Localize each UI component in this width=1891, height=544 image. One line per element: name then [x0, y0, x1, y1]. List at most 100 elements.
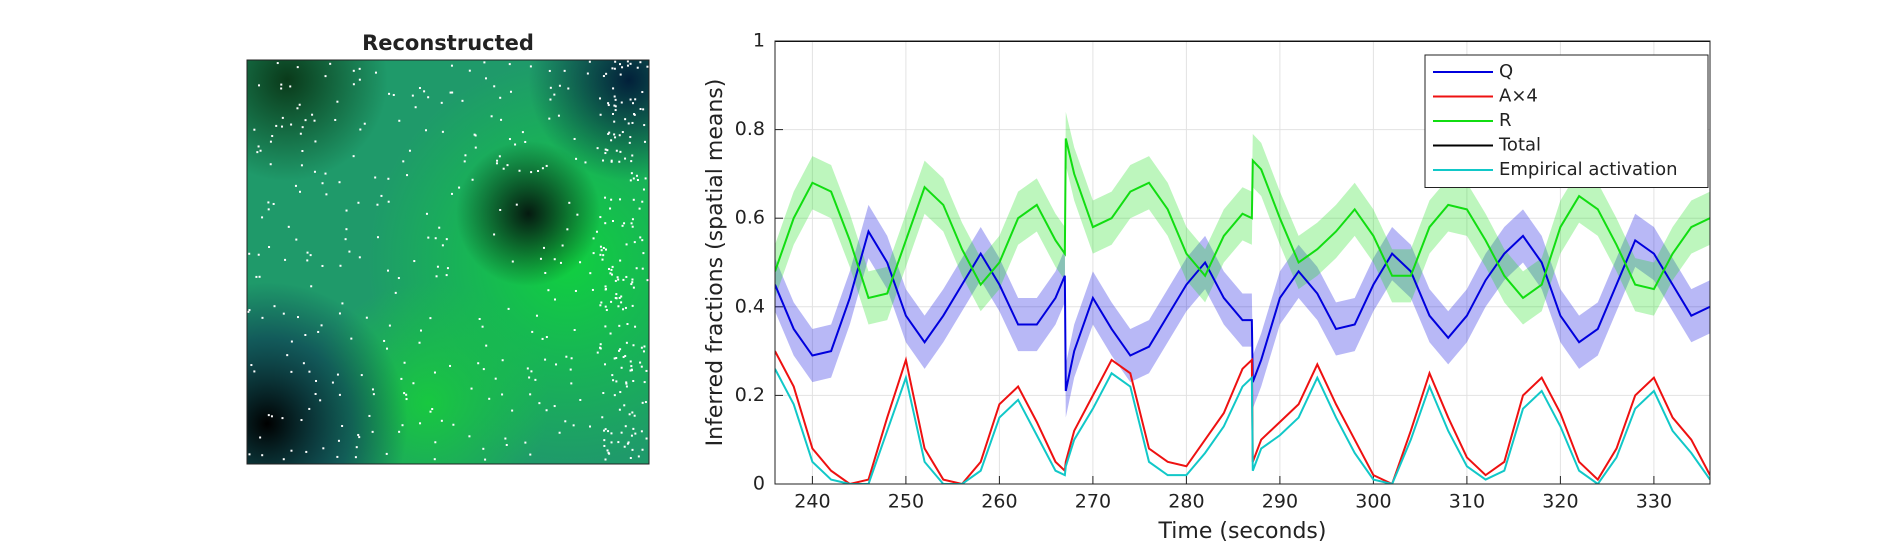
- x-tick-label: 290: [1262, 491, 1298, 513]
- dot: [325, 193, 328, 196]
- dot: [601, 416, 604, 419]
- dot: [411, 94, 414, 97]
- dot: [490, 115, 493, 118]
- dot: [336, 455, 339, 458]
- dot: [499, 208, 502, 211]
- dot: [618, 296, 621, 299]
- dot: [621, 131, 624, 134]
- dot: [354, 456, 357, 459]
- dot: [529, 65, 532, 68]
- dot: [619, 63, 622, 66]
- series-line: [775, 350, 1710, 484]
- dot: [531, 330, 534, 333]
- dot: [644, 177, 647, 180]
- dot: [608, 131, 611, 134]
- dot: [595, 230, 598, 233]
- dot: [646, 65, 649, 68]
- dot: [434, 237, 437, 240]
- dot: [464, 154, 467, 157]
- dot: [269, 163, 272, 166]
- dot: [470, 387, 473, 390]
- dot: [495, 162, 498, 165]
- dot: [511, 409, 514, 412]
- dot: [296, 66, 299, 69]
- dot: [602, 75, 605, 78]
- dot: [313, 119, 316, 122]
- dot: [281, 116, 284, 119]
- dot: [301, 126, 304, 129]
- x-tick-label: 280: [1168, 491, 1204, 513]
- dot: [451, 91, 454, 94]
- dot: [607, 104, 610, 107]
- dot: [623, 222, 626, 225]
- dot: [601, 258, 604, 261]
- x-tick-label: 320: [1542, 491, 1578, 513]
- dot: [599, 343, 602, 346]
- dot: [468, 69, 471, 72]
- dot: [604, 222, 607, 225]
- dot: [280, 87, 283, 90]
- dot: [324, 75, 327, 78]
- dot: [619, 150, 622, 153]
- dot: [555, 363, 558, 366]
- dot: [645, 437, 648, 440]
- dot: [463, 160, 466, 163]
- dot: [642, 188, 645, 191]
- dot: [604, 428, 607, 431]
- dot: [544, 358, 547, 361]
- dot: [574, 289, 577, 292]
- dot: [425, 212, 428, 215]
- dot: [558, 84, 561, 87]
- dot: [400, 377, 403, 380]
- dot: [611, 112, 614, 115]
- dot: [530, 370, 533, 373]
- dot: [355, 446, 358, 449]
- dot: [386, 347, 389, 350]
- dot: [596, 351, 599, 354]
- dot: [322, 447, 325, 450]
- dot: [311, 113, 314, 116]
- dot: [481, 325, 484, 328]
- dot: [304, 119, 307, 122]
- dot: [614, 279, 617, 282]
- dot: [621, 224, 624, 227]
- dot: [529, 393, 532, 396]
- dot: [642, 252, 645, 255]
- dot: [573, 328, 576, 331]
- dot: [521, 131, 524, 134]
- dot: [301, 149, 304, 152]
- x-tick-label: 330: [1636, 491, 1672, 513]
- y-tick-label: 0.6: [735, 207, 765, 229]
- dot: [573, 137, 576, 140]
- dot: [397, 277, 400, 280]
- dot: [618, 324, 621, 327]
- dot: [612, 220, 615, 223]
- dot: [626, 64, 629, 67]
- confidence-band: [775, 204, 1710, 418]
- dot: [501, 359, 504, 362]
- dot: [371, 388, 374, 391]
- series-line: [775, 228, 1710, 392]
- dot: [626, 442, 629, 445]
- dot: [565, 355, 568, 358]
- dot: [584, 161, 587, 164]
- dot: [295, 238, 298, 241]
- dot: [387, 177, 390, 180]
- dot: [622, 308, 625, 311]
- dot: [429, 317, 432, 320]
- dot: [610, 273, 613, 276]
- dot: [376, 203, 379, 206]
- dot: [309, 254, 312, 257]
- dot: [630, 172, 633, 175]
- dot: [298, 190, 301, 193]
- dot: [548, 117, 551, 120]
- dot: [474, 134, 477, 137]
- dot: [602, 392, 605, 395]
- dot: [488, 397, 491, 400]
- dot: [620, 431, 623, 434]
- dot: [637, 455, 640, 458]
- dot: [403, 392, 406, 395]
- dot: [427, 236, 430, 239]
- dot: [599, 245, 602, 248]
- dot: [348, 250, 351, 253]
